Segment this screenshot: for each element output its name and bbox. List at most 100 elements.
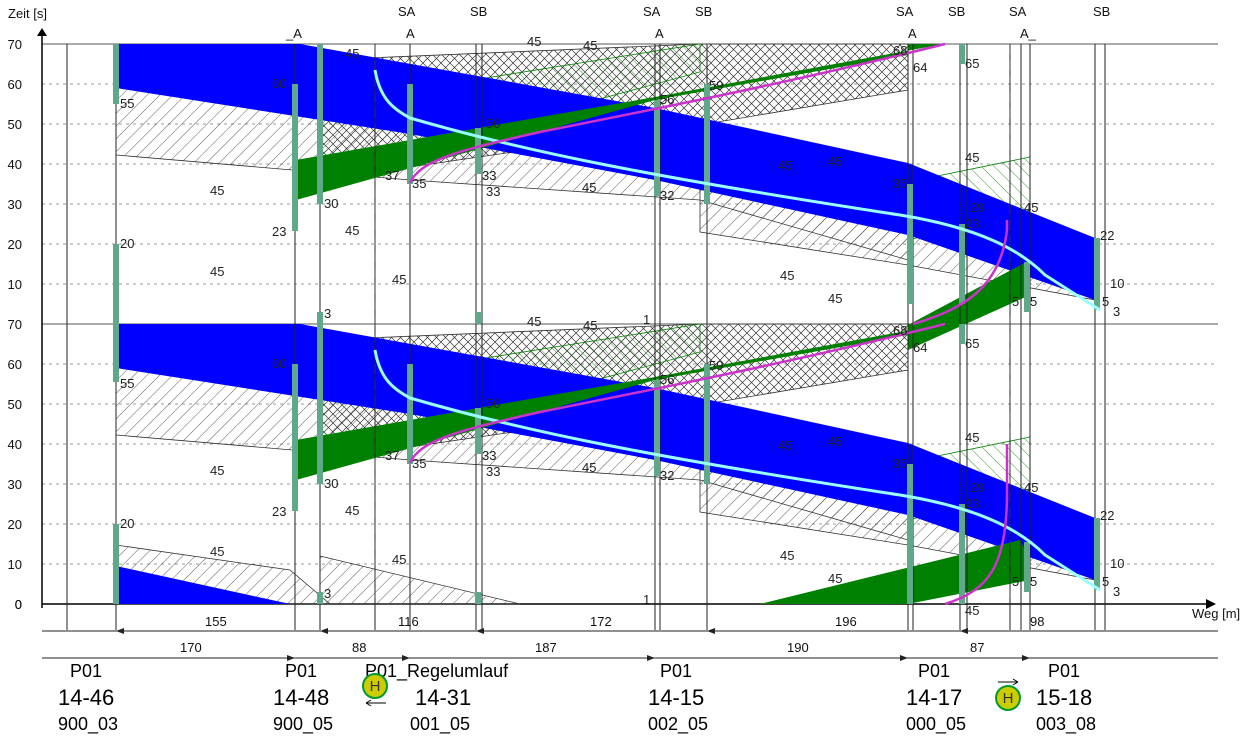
signal-green-bar (475, 312, 481, 324)
junction-code: 900_05 (273, 714, 333, 735)
band-label: 5 (1102, 574, 1109, 589)
phase-label: A (908, 26, 917, 41)
signal-green-bar (907, 464, 913, 604)
band-label: 32 (660, 468, 674, 483)
junction-program: P01 (660, 661, 692, 681)
direction-arrow-right (998, 678, 1019, 686)
phase-label: A_ (1020, 26, 1037, 41)
slope-label: 45 (780, 548, 794, 563)
y-tick-label: 10 (8, 277, 22, 292)
y-tick-label: 50 (8, 117, 22, 132)
signal-green-bar (317, 592, 323, 604)
band-label: 50 (486, 396, 500, 411)
band-label: 30 (324, 196, 338, 211)
slope-label: 45 (583, 318, 597, 333)
band-label: 5 (1012, 574, 1019, 589)
signal-green-bar (475, 128, 481, 174)
trajectory-curves (373, 42, 1101, 606)
y-axis-label: Zeit [s] (8, 6, 47, 21)
band-label: 60 (272, 356, 286, 371)
y-tick-label: 0 (15, 597, 22, 612)
band-label: 10 (1110, 556, 1124, 571)
band-label: 3 (324, 306, 331, 321)
slope-label: 45 (345, 503, 359, 518)
signal-head-label: SB (695, 4, 712, 19)
band-label: 56 (660, 92, 674, 107)
signal-green-bar (1094, 238, 1100, 310)
hatched-region (319, 555, 521, 605)
slope-label: 45 (345, 223, 359, 238)
distance-arrowhead (960, 628, 968, 634)
junction-program: P01_Regelumlauf (365, 661, 509, 682)
slope-label: 45 (965, 150, 979, 165)
band-label: 35 (412, 456, 426, 471)
band-label: 35 (893, 176, 907, 191)
signal-green-bar (317, 44, 323, 204)
x-axis-arrow (1206, 599, 1216, 609)
signal-green-bar (407, 84, 413, 184)
y-tick-label: 50 (8, 397, 22, 412)
junction-program: P01 (1048, 661, 1080, 681)
signal-head-labels: SA SB SA SB SA SB SA SB _A A A A A_ (285, 4, 1110, 41)
slope-label: 45 (210, 463, 224, 478)
slope-label: 45 (582, 180, 596, 195)
y-tick-label: 20 (8, 237, 22, 252)
band-label: 3 (324, 586, 331, 601)
band-label: 35 (893, 456, 907, 471)
junction-id: 14-17 (906, 685, 962, 710)
distance-upper: 98 (1030, 614, 1044, 629)
band-label: 37 (385, 168, 399, 183)
band-label: 5 (1102, 294, 1109, 309)
signal-green-bar (959, 324, 965, 344)
slope-label: 45 (965, 430, 979, 445)
slope-label: 45 (210, 544, 224, 559)
band-label: 3 (1113, 584, 1120, 599)
signal-green-bar (959, 44, 965, 64)
band-label: 59 (709, 78, 723, 93)
slope-label: 45 (780, 268, 794, 283)
blue-band (116, 324, 1095, 580)
bus-stop-letter: H (370, 678, 381, 695)
signal-green-bar (113, 524, 119, 604)
cyan-curve (373, 69, 1101, 312)
band-label: 37 (385, 448, 399, 463)
junction-captions: P01 14-46 900_03 P01 14-48 900_05 P01_Regeluml… (58, 661, 1096, 735)
magenta-curve (944, 444, 1009, 606)
band-label: 3 (1113, 304, 1120, 319)
signal-green-bar (1094, 518, 1100, 590)
distance-arrowhead (320, 628, 328, 634)
signal-green-bar (317, 312, 323, 484)
direction-arrow-left (365, 699, 386, 707)
signal-green-bar (407, 364, 413, 464)
distance-lower: 187 (535, 640, 557, 655)
slope-label: 45 (210, 264, 224, 279)
band-label: 22 (1100, 228, 1114, 243)
signal-head-label: SB (1093, 4, 1110, 19)
slope-label: 45 (392, 552, 406, 567)
junction-code: 001_05 (410, 714, 470, 735)
band-label: 32 (660, 188, 674, 203)
blue-band (116, 44, 1095, 300)
y-tick-label: 0 (15, 597, 22, 612)
signal-head-label: SA (398, 4, 416, 19)
band-label: 1 (643, 592, 650, 607)
signal-head-label: SA (643, 4, 661, 19)
distance-rows: 155 116 172 196 98 170 88 187 190 87 (42, 614, 1218, 661)
y-tick-label: 20 (8, 517, 22, 532)
signal-head-label: SA (1009, 4, 1027, 19)
slope-label: 45 (828, 154, 842, 169)
signal-green-bar (959, 224, 965, 304)
band-label: 1 (643, 312, 650, 327)
band-label: 5 (1030, 294, 1037, 309)
y-tick-label: 40 (8, 157, 22, 172)
distance-arrowhead (647, 655, 655, 661)
band-label: 64 (913, 60, 927, 75)
band-label: 64 (913, 340, 927, 355)
slope-label: 45 (345, 46, 359, 61)
band-label: 29 (970, 480, 984, 495)
y-tick-label: 60 (8, 357, 22, 372)
signal-green-bar (292, 84, 298, 231)
distance-upper: 172 (590, 614, 612, 629)
band-label: 33 (486, 184, 500, 199)
y-tick-label: 70 (8, 37, 22, 52)
